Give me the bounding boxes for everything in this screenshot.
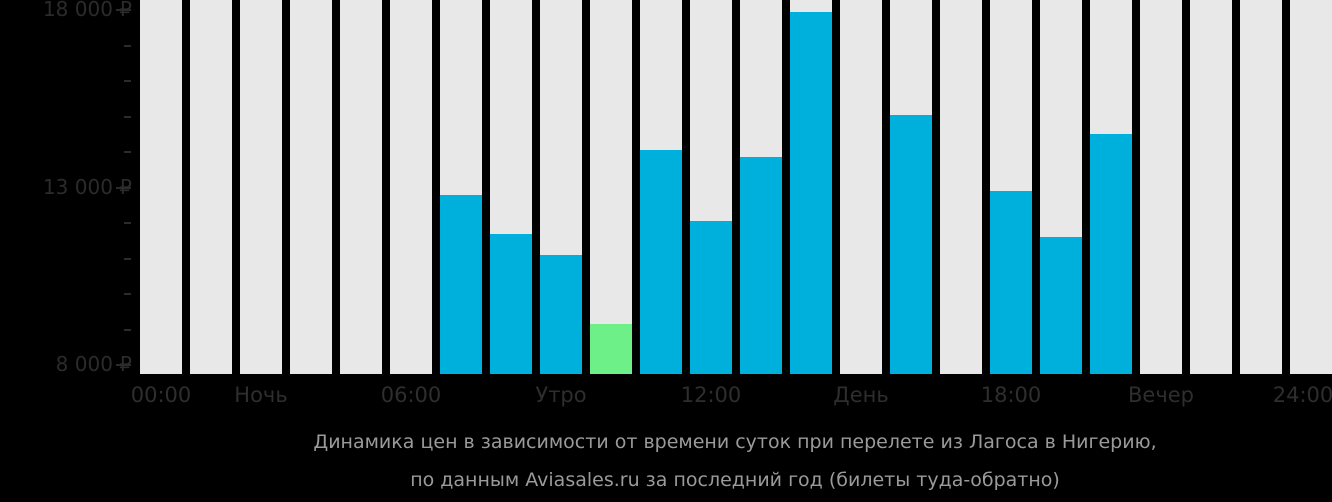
- price-bar[interactable]: [440, 194, 482, 374]
- y-tick: [116, 9, 131, 11]
- hour-slot-15:00[interactable]: [890, 0, 932, 374]
- x-axis-label: 24:00: [1272, 383, 1332, 407]
- price-bar[interactable]: [640, 150, 682, 374]
- hour-slot-04:00[interactable]: [340, 0, 382, 374]
- hour-slot-01:00[interactable]: [190, 0, 232, 374]
- price-bar[interactable]: [1090, 134, 1132, 374]
- hour-slot-11:00[interactable]: [690, 0, 732, 374]
- hour-slot-00:00[interactable]: [140, 0, 182, 374]
- hour-slot-19:00[interactable]: [1090, 0, 1132, 374]
- x-axis-label: 06:00: [380, 383, 442, 407]
- x-axis-label: Ночь: [234, 383, 288, 407]
- y-tick: [124, 328, 131, 331]
- chart-caption-line-2: по данным Aviasales.ru за последний год …: [410, 469, 1060, 491]
- hour-slot-05:00[interactable]: [390, 0, 432, 374]
- y-tick: [124, 257, 131, 260]
- price-bar[interactable]: [1040, 237, 1082, 374]
- y-tick: [116, 364, 131, 366]
- y-tick: [124, 293, 131, 295]
- price-bar[interactable]: [790, 11, 832, 374]
- hour-slot-16:00[interactable]: [940, 0, 982, 374]
- hour-slot-17:00[interactable]: [990, 0, 1032, 374]
- hour-slot-02:00[interactable]: [240, 0, 282, 374]
- y-tick: [124, 44, 131, 47]
- price-bar[interactable]: [690, 221, 732, 374]
- x-axis-label: 18:00: [980, 383, 1042, 407]
- hour-slot-21:00[interactable]: [1190, 0, 1232, 374]
- hour-slot-03:00[interactable]: [290, 0, 332, 374]
- price-bar[interactable]: [540, 254, 582, 374]
- price-bar[interactable]: [490, 233, 532, 374]
- y-tick-label: 8 000 ₽: [55, 352, 132, 376]
- hour-slot-14:00[interactable]: [840, 0, 882, 374]
- hour-slot-13:00[interactable]: [790, 0, 832, 374]
- y-tick: [124, 151, 131, 153]
- x-axis-label: Вечер: [1128, 383, 1194, 407]
- hour-slot-06:00[interactable]: [440, 0, 482, 374]
- hour-slot-20:00[interactable]: [1140, 0, 1182, 374]
- hour-slot-22:00[interactable]: [1240, 0, 1282, 374]
- chart-caption-line-1: Динамика цен в зависимости от времени су…: [313, 431, 1157, 453]
- x-axis-label: 00:00: [130, 383, 192, 407]
- y-tick: [124, 115, 131, 118]
- y-tick: [124, 80, 131, 82]
- hour-slot-07:00[interactable]: [490, 0, 532, 374]
- hour-slot-18:00[interactable]: [1040, 0, 1082, 374]
- price-bar[interactable]: [740, 157, 782, 374]
- y-tick: [116, 186, 131, 189]
- x-axis-label: День: [833, 383, 889, 407]
- y-tick: [124, 222, 131, 224]
- hour-slot-08:00[interactable]: [540, 0, 582, 374]
- y-tick-label: 13 000 ₽: [42, 174, 132, 199]
- hour-slot-09:00[interactable]: [590, 0, 632, 374]
- price-bar[interactable]: [890, 114, 932, 374]
- price-bar[interactable]: [990, 191, 1032, 374]
- x-axis-label: Утро: [535, 383, 587, 407]
- hour-slot-10:00[interactable]: [640, 0, 682, 374]
- y-tick-label: 18 000 ₽: [42, 0, 132, 22]
- price-bar-cheapest[interactable]: [590, 324, 632, 374]
- hour-slot-23:00[interactable]: [1290, 0, 1332, 374]
- hour-slot-12:00[interactable]: [740, 0, 782, 374]
- x-axis-label: 12:00: [680, 383, 742, 407]
